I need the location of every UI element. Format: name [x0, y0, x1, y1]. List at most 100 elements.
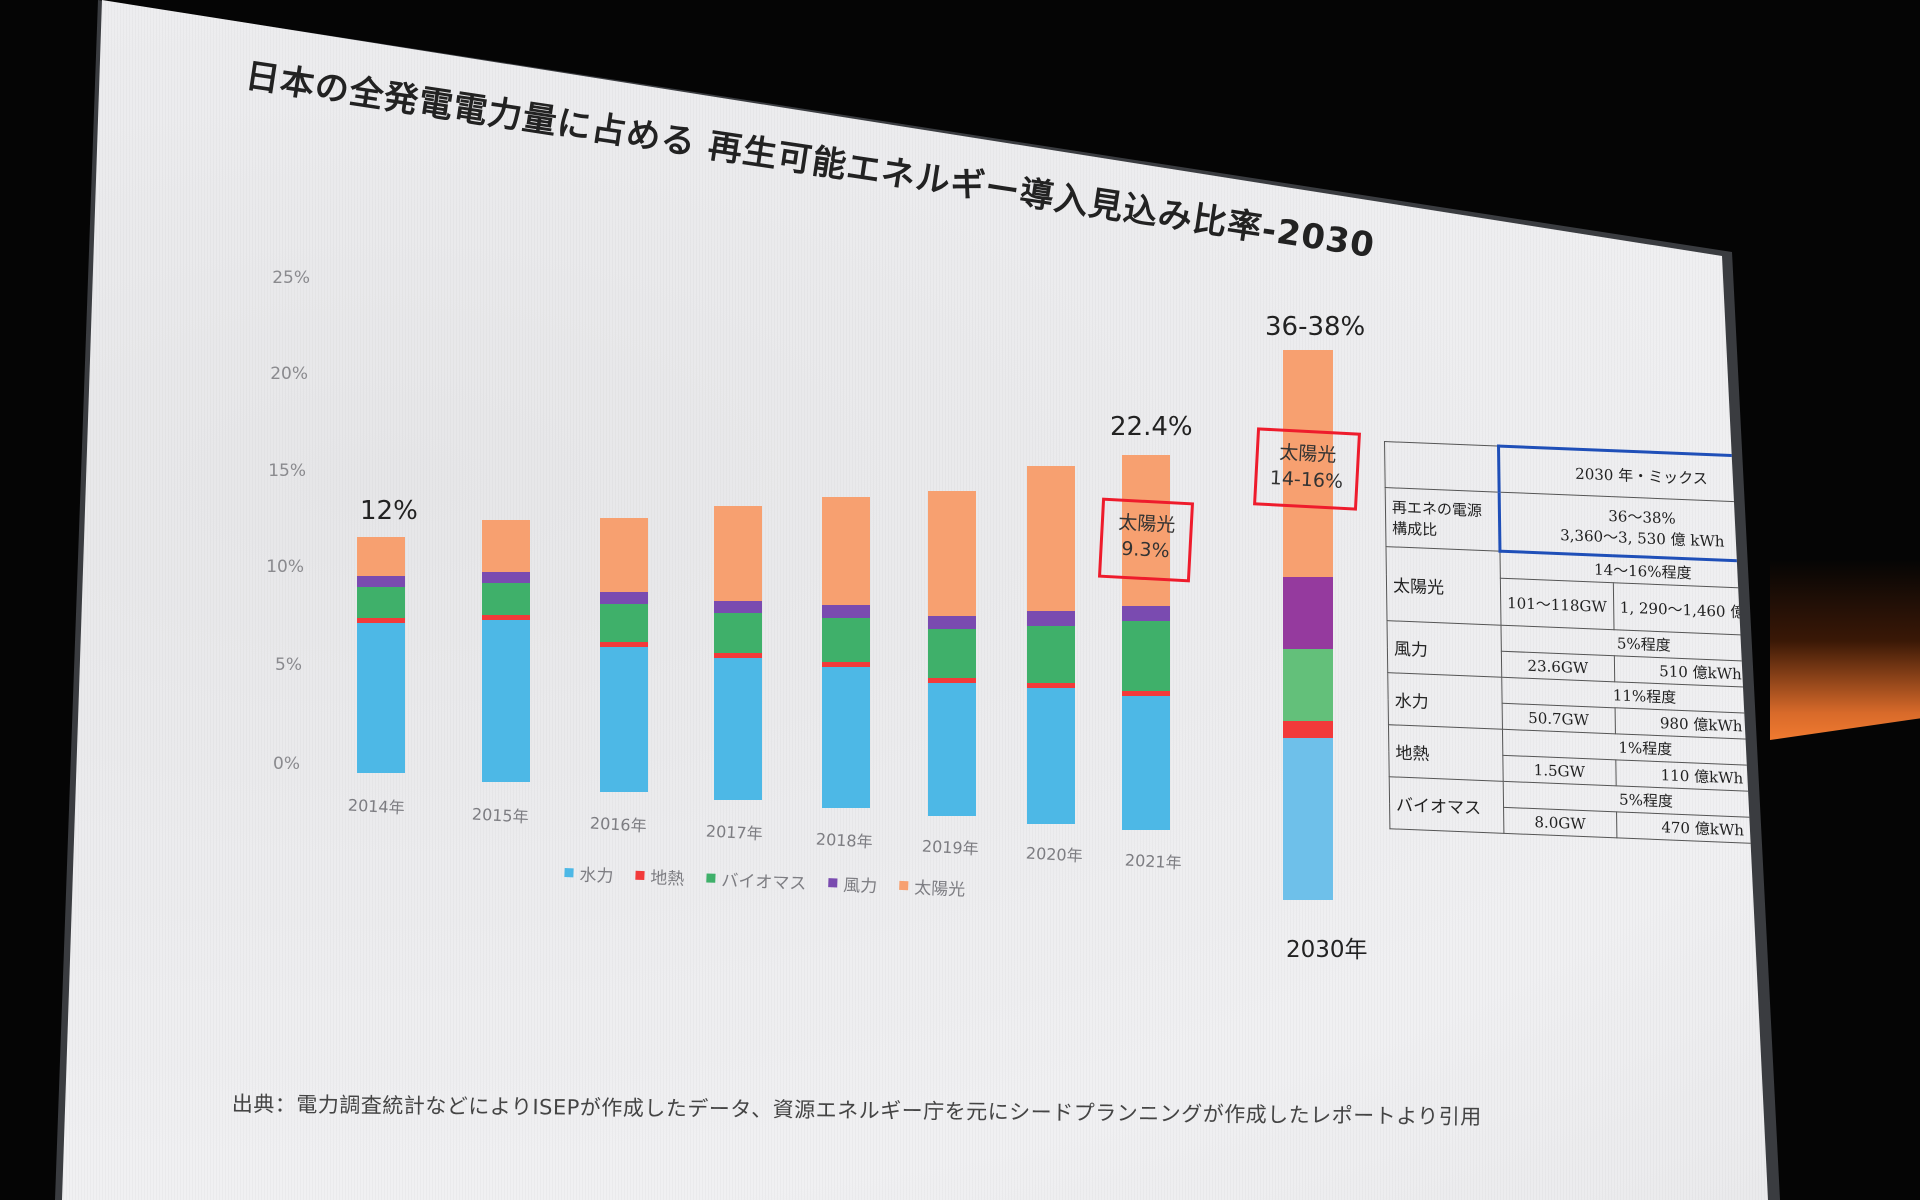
bar-2019 [928, 491, 976, 816]
table-row-label: 再エネの電源構成比 [1385, 487, 1500, 552]
bar-2015 [482, 520, 530, 782]
legend-swatch-wind [828, 878, 838, 888]
x-label-2017: 2017年 [705, 821, 764, 844]
seg-solar [357, 537, 405, 576]
seg-biomass [600, 604, 648, 642]
seg-hydro [714, 658, 762, 800]
seg-biomass [482, 583, 530, 615]
seg-biomass [714, 613, 762, 653]
callout-solar-2030: 太陽光 14-16% [1253, 427, 1361, 511]
seg-biomass [357, 587, 405, 618]
seg-solar [1122, 455, 1170, 606]
y-tick-10: 10% [266, 557, 304, 577]
seg-wind [1027, 611, 1075, 626]
seg-hydro [928, 683, 976, 816]
seg-wind [482, 572, 530, 583]
legend-item-solar: 太陽光 [899, 873, 966, 901]
y-tick-5: 5% [275, 655, 302, 675]
seg-biomass [1122, 621, 1170, 691]
seg-solar [1027, 466, 1075, 611]
seg-hydro [357, 623, 405, 773]
total-label-2014: 12% [360, 496, 418, 526]
seg-hydro [1027, 688, 1075, 824]
bar-2021 [1122, 455, 1170, 830]
seg-geothermal [1283, 721, 1333, 738]
y-tick-15: 15% [268, 461, 306, 481]
table-generation-cell: 1, 290～1,460 億kWh [1613, 582, 1768, 637]
legend-label: 地熱 [649, 868, 685, 890]
seg-solar [714, 506, 762, 601]
seg-hydro [482, 620, 530, 782]
x-label-2014: 2014年 [347, 795, 406, 818]
x-label-2015: 2015年 [471, 804, 530, 827]
seg-solar [482, 520, 530, 572]
table-row-label: 太陽光 [1385, 546, 1502, 626]
seg-solar [928, 491, 976, 616]
x-label-2018: 2018年 [815, 829, 874, 852]
bar-2018 [822, 497, 870, 808]
legend-swatch-solar [899, 880, 909, 891]
seg-biomass [1283, 649, 1333, 721]
total-label-2021: 22.4% [1110, 412, 1193, 442]
table-capacity-cell: 101～118GW [1500, 578, 1614, 630]
x-label-2019: 2019年 [921, 836, 980, 859]
callout-solar-2021: 太陽光 9.3% [1097, 497, 1195, 583]
y-tick-0: 0% [273, 754, 300, 774]
table-row-label: 水力 [1387, 672, 1503, 730]
seg-hydro [600, 647, 648, 792]
total-label-2030: 36-38% [1265, 312, 1366, 342]
legend-item-wind: 風力 [828, 870, 878, 897]
callout-value: 14-16% [1269, 467, 1344, 493]
chart-legend: 水力 地熱 バイオマス 風力 太陽光 [564, 860, 966, 900]
y-tick-20: 20% [270, 364, 308, 384]
table-row-label: バイオマス [1389, 776, 1504, 834]
seg-geothermal [822, 662, 870, 667]
table-capacity-cell: 8.0GW [1503, 807, 1617, 838]
legend-label: 太陽光 [913, 878, 966, 901]
seg-geothermal [1122, 691, 1170, 696]
seg-biomass [928, 629, 976, 678]
x-label-2020: 2020年 [1025, 843, 1084, 866]
seg-wind [928, 616, 976, 629]
legend-swatch-hydro [564, 867, 574, 878]
legend-item-geothermal: 地熱 [635, 863, 685, 890]
seg-wind [357, 576, 405, 587]
slide-title: 日本の全発電電力量に占める 再生可能エネルギー導入見込み比率-2030 [242, 55, 1378, 267]
legend-swatch-biomass [706, 873, 716, 883]
seg-hydro [1283, 738, 1333, 900]
legend-item-hydro: 水力 [564, 860, 614, 887]
legend-label: 風力 [842, 875, 878, 897]
source-citation: 出典：電力調査統計などによりISEPが作成したデータ、資源エネルギー庁を元にシー… [231, 1091, 1482, 1130]
seg-wind [822, 605, 870, 618]
seg-wind [1283, 577, 1333, 649]
seg-geothermal [482, 615, 530, 620]
x-label-2021: 2021年 [1124, 850, 1183, 873]
seg-wind [1122, 606, 1170, 621]
seg-hydro [822, 667, 870, 808]
legend-label: バイオマス [720, 871, 807, 895]
seg-solar [600, 518, 648, 592]
seg-hydro [1122, 696, 1170, 830]
y-tick-25: 25% [272, 268, 310, 288]
seg-geothermal [1027, 683, 1075, 688]
table-generation-cell: 470 億kWh [1616, 811, 1768, 845]
table-row-label: 地熱 [1388, 724, 1504, 782]
callout-value: 9.3% [1120, 537, 1171, 563]
legend-item-biomass: バイオマス [706, 865, 807, 894]
seg-geothermal [357, 618, 405, 623]
seg-geothermal [928, 678, 976, 683]
x-label-2016: 2016年 [589, 813, 648, 836]
bar-2016 [600, 518, 648, 792]
bar-2030 [1283, 350, 1333, 900]
legend-swatch-geothermal [635, 870, 645, 881]
seg-solar [822, 497, 870, 605]
seg-solar [1283, 350, 1333, 577]
seg-geothermal [714, 653, 762, 658]
seg-geothermal [600, 642, 648, 647]
seg-wind [714, 601, 762, 613]
seg-biomass [1027, 626, 1075, 683]
table-row-label: 風力 [1387, 620, 1502, 678]
background-orange-glow [1770, 560, 1920, 740]
